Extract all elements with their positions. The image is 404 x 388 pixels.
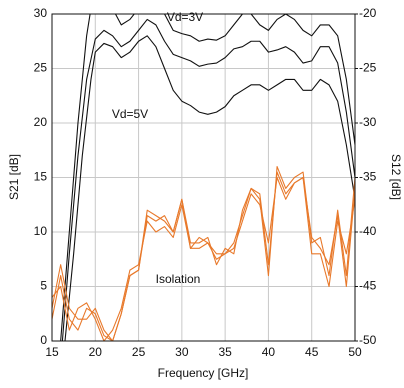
y2-tick-label: -20: [359, 6, 377, 20]
x-tick-label: 25: [132, 345, 146, 359]
y-tick-label: 0: [40, 333, 47, 347]
y-tick-label: 10: [34, 224, 48, 238]
y-axis-label: S21 [dB]: [7, 154, 21, 200]
y-tick-label: 5: [40, 279, 47, 293]
y-tick-label: 20: [34, 115, 48, 129]
y2-tick-label: -45: [359, 279, 377, 293]
y2-axis-label: S12 [dB]: [389, 154, 403, 200]
plot-lines: [52, 14, 355, 341]
data-line: [64, 35, 355, 341]
x-tick-label: 40: [262, 345, 276, 359]
y2-tick-label: -40: [359, 224, 377, 238]
x-axis-label: Frequency [GHz]: [158, 366, 249, 380]
y2-tick-label: -30: [359, 115, 377, 129]
x-tick-label: 15: [45, 345, 59, 359]
annotation: Isolation: [156, 272, 201, 286]
x-tick-label: 45: [305, 345, 319, 359]
x-tick-label: 35: [218, 345, 232, 359]
data-line: [60, 14, 355, 341]
x-tick-label: 50: [348, 345, 362, 359]
x-tick-label: 30: [175, 345, 189, 359]
annotation: Vd=5V: [112, 107, 148, 121]
y2-tick-label: -35: [359, 170, 377, 184]
x-tick-label: 20: [89, 345, 103, 359]
data-line: [52, 176, 355, 341]
data-line: [61, 18, 355, 341]
annotation: Vd=3V: [167, 10, 203, 24]
plot-frame: [51, 13, 356, 342]
y-tick-label: 15: [34, 170, 48, 184]
y-tick-label: 30: [34, 6, 48, 20]
y2-tick-label: -25: [359, 61, 377, 75]
y2-tick-label: -50: [359, 333, 377, 347]
y-tick-label: 25: [34, 61, 48, 75]
data-line: [52, 171, 355, 341]
